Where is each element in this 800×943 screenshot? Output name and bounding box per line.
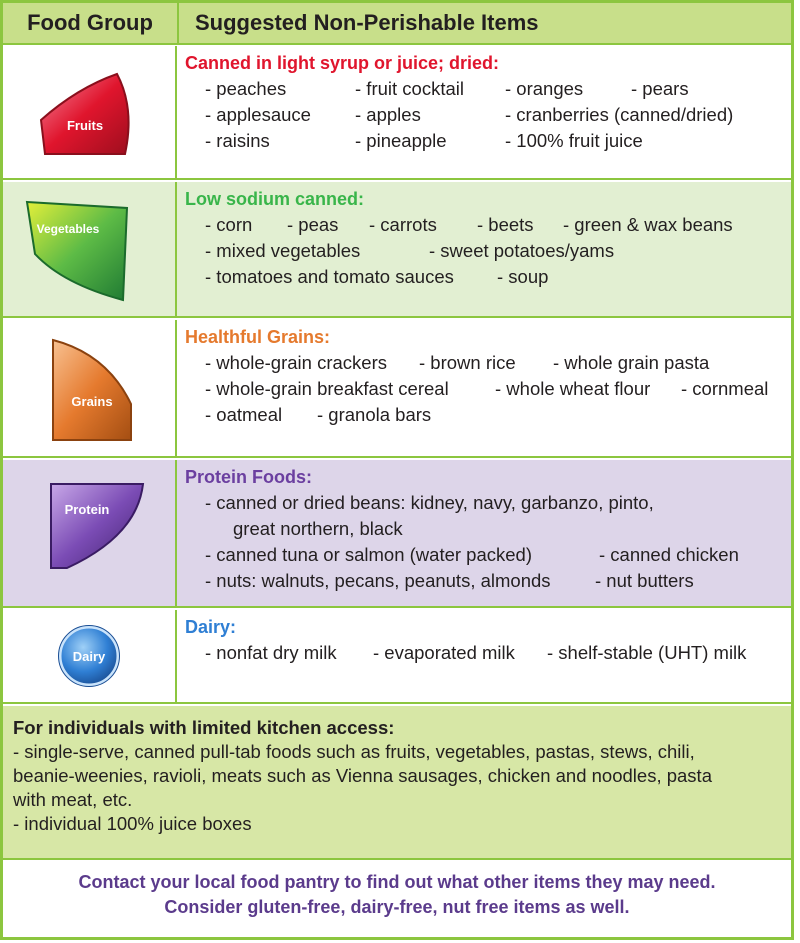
list-item: - pineapple <box>355 130 447 151</box>
list-item: with meat, etc. <box>13 789 133 810</box>
vegetables-icon-label: Vegetables <box>36 222 100 236</box>
protein-title: Protein Foods: <box>185 467 312 487</box>
list-item: - granola bars <box>317 404 432 425</box>
vegetables-title: Low sodium canned: <box>185 189 365 209</box>
dairy-icon-cell: Dairy <box>3 610 177 702</box>
header-food-group: Food Group <box>3 3 179 43</box>
list-item: - applesauce - apples - cranberries (can… <box>185 102 783 128</box>
list-item: - whole-grain breakfast cereal - whole w… <box>185 376 783 402</box>
contact-line-1: Contact your local food pantry to find o… <box>78 872 716 892</box>
protein-icon-label: Protein <box>64 502 110 517</box>
list-item: - whole-grain crackers - brown rice - wh… <box>185 350 783 376</box>
list-item: - peas <box>287 214 339 235</box>
list-item: - oatmeal - granola bars <box>185 402 783 428</box>
list-item: - fruit cocktail <box>355 78 464 99</box>
list-item: - green & wax beans <box>563 214 733 235</box>
list-item: - peaches - fruit cocktail - oranges - p… <box>185 76 783 102</box>
dairy-title: Dairy: <box>185 617 237 637</box>
list-item: - raisins - pineapple - 100% fruit juice <box>185 128 783 154</box>
dairy-icon <box>58 625 120 687</box>
list-item: - individual 100% juice boxes <box>13 813 252 834</box>
protein-icon <box>50 483 145 569</box>
list-item: - corn - peas - carrots - beets - green … <box>185 212 783 238</box>
list-item: - cornmeal <box>681 378 769 399</box>
protein-icon-cell: Protein <box>3 460 177 606</box>
list-item: - nuts: walnuts, pecans, peanuts, almond… <box>185 568 783 594</box>
group-row-protein: Protein Protein Foods: - canned or dried… <box>3 460 791 608</box>
list-item: - beets <box>477 214 534 235</box>
grains-icon <box>52 338 132 441</box>
list-item: - applesauce <box>205 104 311 125</box>
list-item: - oranges <box>505 78 584 99</box>
list-item: - tomatoes and tomato sauces <box>205 266 454 287</box>
grains-title: Healthful Grains: <box>185 327 331 347</box>
list-item: - sweet potatoes/yams <box>429 240 615 261</box>
list-item: - brown rice <box>419 352 516 373</box>
grains-icon-label: Grains <box>71 394 113 409</box>
list-item: - nonfat dry milk <box>205 642 337 663</box>
list-item: - apples <box>355 104 421 125</box>
contact-line-2: Consider gluten-free, dairy-free, nut fr… <box>164 897 630 917</box>
list-item: - pears <box>631 78 689 99</box>
list-item: - nonfat dry milk - evaporated milk - sh… <box>185 640 783 666</box>
contact-note: Contact your local food pantry to find o… <box>3 862 791 934</box>
list-item: - soup <box>497 266 549 287</box>
list-item: - peaches <box>205 78 287 99</box>
list-item: - 100% fruit juice <box>505 130 643 151</box>
fruits-icon-label: Fruits <box>66 118 104 133</box>
list-item: - cranberries (canned/dried) <box>505 104 734 125</box>
list-item: - whole-grain crackers <box>205 352 387 373</box>
group-row-dairy: Dairy Dairy: - nonfat dry milk - evapora… <box>3 610 791 704</box>
list-item: - mixed vegetables <box>205 240 361 261</box>
list-item: - canned or dried beans: kidney, navy, g… <box>185 490 783 516</box>
list-item: great northern, black <box>233 518 403 539</box>
limited-access-title: For individuals with limited kitchen acc… <box>13 717 395 738</box>
list-item: - oatmeal <box>205 404 283 425</box>
limited-access-section: For individuals with limited kitchen acc… <box>3 706 791 860</box>
list-item: - whole wheat flour <box>495 378 651 399</box>
list-item: - shelf-stable (UHT) milk <box>547 642 747 663</box>
list-item: - single-serve, canned pull-tab foods su… <box>13 741 695 762</box>
fruits-items: Canned in light syrup or juice; dried: -… <box>185 52 783 154</box>
dairy-icon-label: Dairy <box>72 649 106 664</box>
list-item: - canned or dried beans: kidney, navy, g… <box>205 492 654 513</box>
list-item: - canned tuna or salmon (water packed) <box>205 544 533 565</box>
list-item: - canned chicken <box>599 544 739 565</box>
list-item: - mixed vegetables - sweet potatoes/yams <box>185 238 783 264</box>
list-item: beanie-weenies, ravioli, meats such as V… <box>13 765 712 786</box>
list-item: - whole grain pasta <box>553 352 710 373</box>
table-header: Food Group Suggested Non-Perishable Item… <box>3 3 791 45</box>
grains-items: Healthful Grains: - whole-grain crackers… <box>185 326 783 428</box>
fruits-icon-cell: Fruits <box>3 46 177 178</box>
dairy-items: Dairy: - nonfat dry milk - evaporated mi… <box>185 616 783 666</box>
list-item: - carrots <box>369 214 437 235</box>
protein-items: Protein Foods: - canned or dried beans: … <box>185 466 783 594</box>
header-suggested-items: Suggested Non-Perishable Items <box>195 10 539 35</box>
group-row-fruits: Fruits Canned in light syrup or juice; d… <box>3 46 791 180</box>
fruits-icon <box>39 72 130 155</box>
list-item: great northern, black <box>185 516 783 542</box>
list-item: - whole-grain breakfast cereal <box>205 378 449 399</box>
vegetables-icon <box>25 200 129 302</box>
group-row-vegetables: Vegetables Low sodium canned: - corn - p… <box>3 182 791 318</box>
grains-icon-cell: Grains <box>3 320 177 456</box>
list-item: - evaporated milk <box>373 642 515 663</box>
list-item: - tomatoes and tomato sauces - soup <box>185 264 783 290</box>
list-item: - nuts: walnuts, pecans, peanuts, almond… <box>205 570 551 591</box>
list-item: - canned tuna or salmon (water packed) -… <box>185 542 783 568</box>
vegetables-icon-cell: Vegetables <box>3 182 177 316</box>
list-item: - nut butters <box>595 570 694 591</box>
list-item: - raisins <box>205 130 270 151</box>
group-row-grains: Grains Healthful Grains: - whole-grain c… <box>3 320 791 458</box>
list-item: - corn <box>205 214 253 235</box>
fruits-title: Canned in light syrup or juice; dried: <box>185 53 500 73</box>
vegetables-items: Low sodium canned: - corn - peas - carro… <box>185 188 783 290</box>
